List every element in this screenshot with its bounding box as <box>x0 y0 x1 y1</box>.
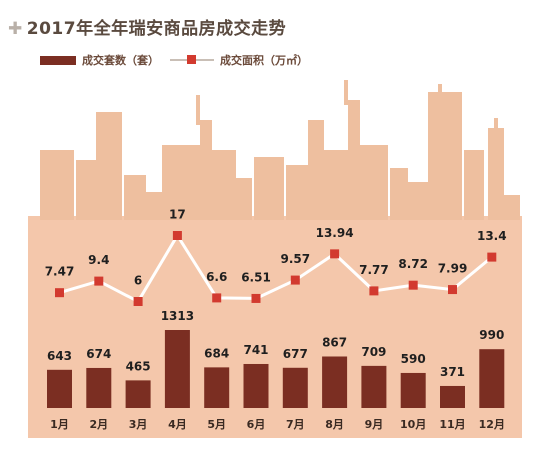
legend-bar-swatch <box>40 55 76 65</box>
legend-line-label: 成交面积（万㎡） <box>220 54 308 67</box>
x-tick-label: 10月 <box>400 418 426 431</box>
line-marker-2月 <box>94 276 104 286</box>
bar-value-label: 674 <box>86 347 111 361</box>
line-value-label: 13.94 <box>316 226 354 240</box>
bar-value-label: 867 <box>322 335 347 349</box>
bar-value-label: 741 <box>243 343 268 357</box>
bar-10月 <box>400 372 426 408</box>
line-value-label: 9.4 <box>88 253 109 267</box>
x-tick-label: 6月 <box>247 418 266 431</box>
bar-value-label: 684 <box>204 346 229 360</box>
x-tick-label: 8月 <box>325 418 344 431</box>
skyline-decoration <box>40 80 520 220</box>
line-value-label: 8.72 <box>398 257 428 271</box>
bar-2月 <box>86 367 112 408</box>
bar-5月 <box>204 367 230 408</box>
line-marker-4月 <box>172 231 182 240</box>
bar-value-label: 1313 <box>161 309 194 323</box>
line-value-label: 6.51 <box>241 270 271 284</box>
line-value-label: 13.4 <box>477 229 507 243</box>
line-marker-12月 <box>487 252 497 262</box>
plus-icon: ✚ <box>8 19 23 39</box>
bar-11月 <box>440 385 465 408</box>
bar-3月 <box>125 380 151 408</box>
legend-line-item: 成交面积（万㎡） <box>170 52 308 68</box>
x-tick-label: 1月 <box>50 418 69 431</box>
bar-1月 <box>47 369 72 408</box>
line-value-label: 17 <box>169 208 186 222</box>
x-tick-label: 4月 <box>168 418 187 431</box>
x-tick-label: 7月 <box>286 418 305 431</box>
line-marker-11月 <box>448 285 457 295</box>
x-tick-label: 11月 <box>439 418 465 431</box>
x-tick-label: 3月 <box>129 418 148 431</box>
line-marker-10月 <box>408 280 418 290</box>
bar-9月 <box>361 365 387 408</box>
line-marker-3月 <box>133 297 143 306</box>
chart-title-text: 2017年全年瑞安商品房成交走势 <box>26 19 287 39</box>
bar-value-label: 643 <box>47 349 72 363</box>
bar-value-label: 709 <box>361 345 386 359</box>
line-value-label: 7.47 <box>45 265 75 279</box>
line-marker-5月 <box>212 293 222 303</box>
line-marker-7月 <box>290 275 300 285</box>
x-tick-label: 2月 <box>89 418 108 431</box>
bar-7月 <box>282 367 308 408</box>
line-value-label: 9.57 <box>280 252 310 266</box>
bar-value-label: 590 <box>401 352 426 366</box>
bar-6月 <box>243 363 269 408</box>
x-tick-label: 5月 <box>207 418 226 431</box>
chart-title: ✚ 2017年全年瑞安商品房成交走势 <box>8 14 286 39</box>
line-value-label: 7.77 <box>359 263 389 277</box>
line-marker-8月 <box>330 249 340 259</box>
bar-8月 <box>322 356 348 408</box>
line-marker-9月 <box>369 286 379 296</box>
bar-12月 <box>479 349 505 408</box>
bar-4月 <box>164 330 190 408</box>
line-value-label: 6.6 <box>206 270 227 284</box>
bar-value-label: 677 <box>283 347 308 361</box>
line-value-label: 6 <box>134 274 142 288</box>
x-tick-label: 12月 <box>479 418 505 431</box>
bar-value-label: 465 <box>126 359 151 373</box>
line-marker-1月 <box>55 288 64 298</box>
area-line <box>59 232 493 304</box>
legend-line-swatch <box>170 55 214 65</box>
legend-bar-item: 成交套数（套） <box>40 52 159 68</box>
line-marker-6月 <box>251 293 261 303</box>
legend-bar-label: 成交套数（套） <box>82 54 159 67</box>
x-tick-label: 9月 <box>365 418 384 431</box>
line-value-label: 7.99 <box>438 262 468 276</box>
bar-value-label: 990 <box>479 328 504 342</box>
bar-value-label: 371 <box>440 365 465 379</box>
